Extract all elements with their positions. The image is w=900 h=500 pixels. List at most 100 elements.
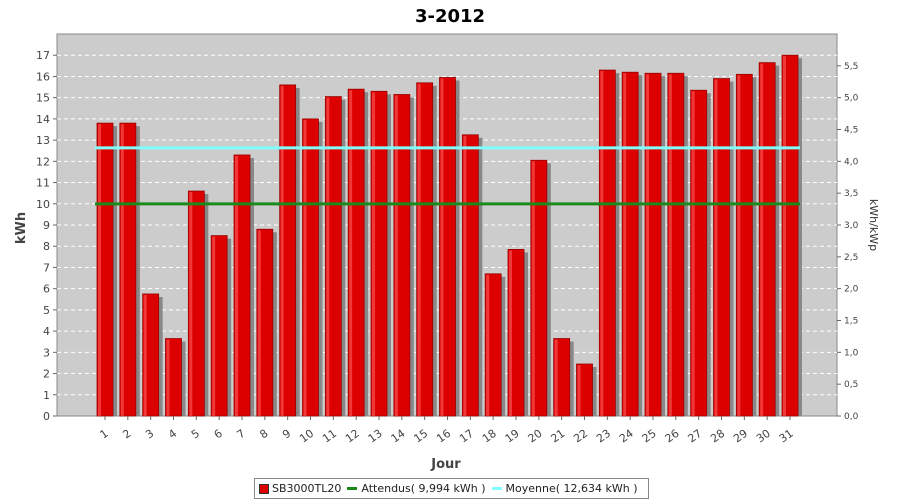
bar-highlight	[600, 71, 604, 417]
x-tick-label: 2	[120, 427, 133, 442]
x-tick-label: 21	[548, 427, 567, 446]
x-tick-label: 10	[297, 427, 316, 446]
x-tick-label: 12	[343, 427, 362, 446]
y2-tick-label: 5,5	[844, 62, 858, 72]
bar-highlight	[280, 85, 284, 416]
bar-highlight	[646, 74, 649, 416]
x-tick-label: 5	[189, 427, 202, 442]
bar-highlight	[623, 73, 627, 416]
bar-highlight	[440, 78, 444, 416]
bar-highlight	[212, 236, 216, 416]
bar-highlight	[531, 161, 535, 416]
bar-highlight	[691, 91, 695, 416]
x-tick-label: 16	[434, 427, 453, 446]
legend-item-moyenne: Moyenne( 12,634 kWh )	[491, 482, 638, 495]
x-tick-label: 1	[98, 427, 111, 442]
x-tick-label: 6	[212, 427, 225, 442]
y-tick-label: 10	[36, 198, 50, 211]
y-tick-label: 15	[36, 92, 50, 105]
x-tick-label: 30	[754, 427, 773, 446]
legend-label-moyenne: Moyenne( 12,634 kWh )	[505, 482, 638, 495]
bar-highlight	[98, 124, 101, 416]
legend-item-attendus: Attendus( 9,994 kWh )	[347, 482, 486, 495]
reference-lines	[95, 146, 800, 206]
bar-highlight	[737, 75, 741, 417]
legend-label-attendus: Attendus( 9,994 kWh )	[361, 482, 486, 495]
y2-axis-label: kWh/kWp	[867, 199, 880, 251]
axes: 012345678910111213141516170,00,51,01,52,…	[36, 49, 859, 445]
x-tick-label: 8	[257, 427, 270, 442]
bar-highlight	[349, 90, 353, 416]
x-tick-label: 29	[731, 427, 750, 446]
bar-highlight	[668, 74, 672, 416]
bar-highlight	[577, 365, 581, 416]
bar-highlight	[143, 294, 147, 416]
bar-highlight	[326, 97, 330, 416]
x-tick-label: 14	[389, 427, 408, 446]
y2-tick-label: 3,0	[844, 221, 859, 231]
y2-tick-label: 1,5	[844, 317, 858, 327]
bar-highlight	[486, 274, 490, 416]
bar-highlight	[463, 135, 467, 417]
bar-highlight	[235, 155, 238, 416]
bar-highlight	[554, 339, 558, 416]
y-tick-label: 5	[43, 304, 50, 317]
y-tick-label: 1	[43, 389, 50, 402]
y-tick-label: 4	[43, 325, 50, 338]
bar-highlight	[760, 63, 764, 417]
bar-highlight	[166, 339, 170, 416]
x-tick-label: 22	[571, 427, 590, 446]
x-tick-label: 19	[503, 427, 522, 446]
y2-tick-label: 5,0	[844, 94, 859, 104]
x-tick-label: 28	[708, 427, 727, 446]
bar-highlight	[417, 83, 421, 417]
legend-item-series: SB3000TL20	[259, 482, 341, 495]
bar-highlight	[714, 79, 718, 417]
x-tick-label: 31	[777, 427, 796, 446]
x-tick-label: 27	[685, 427, 704, 446]
y-tick-label: 7	[43, 261, 50, 274]
y-tick-label: 11	[36, 177, 50, 190]
x-tick-label: 9	[280, 427, 293, 442]
y-tick-label: 13	[36, 134, 50, 147]
x-tick-label: 18	[480, 427, 499, 446]
bars	[96, 54, 802, 417]
legend-swatch-attendus	[347, 487, 358, 490]
legend-label-series: SB3000TL20	[272, 482, 342, 495]
y-tick-label: 16	[36, 70, 50, 83]
bar-highlight	[394, 95, 398, 416]
x-tick-label: 15	[411, 427, 430, 446]
x-tick-label: 11	[320, 427, 339, 446]
y-tick-label: 3	[43, 346, 50, 359]
x-tick-label: 25	[640, 427, 659, 446]
x-tick-label: 17	[457, 427, 476, 446]
x-tick-label: 7	[235, 427, 248, 442]
x-tick-label: 13	[366, 427, 385, 446]
grid	[57, 54, 837, 396]
y-tick-label: 2	[43, 368, 50, 381]
y2-tick-label: 2,5	[844, 253, 858, 263]
y2-tick-label: 0,0	[844, 412, 859, 422]
y2-tick-label: 4,0	[844, 157, 859, 167]
y-tick-label: 17	[36, 49, 50, 62]
y-tick-label: 14	[36, 113, 50, 126]
chart-title: 3-2012	[415, 6, 485, 27]
y-tick-label: 6	[43, 283, 50, 296]
bar-highlight	[509, 250, 512, 416]
y-tick-label: 8	[43, 240, 50, 253]
bar-highlight	[372, 92, 375, 417]
y-tick-label: 0	[43, 410, 50, 423]
y-axis-label: kWh	[14, 212, 29, 244]
x-tick-label: 3	[143, 427, 156, 442]
y-tick-label: 9	[43, 219, 50, 232]
y2-tick-label: 4,5	[844, 126, 858, 136]
bar-highlight	[783, 56, 786, 416]
y-tick-label: 12	[36, 155, 50, 168]
y2-tick-label: 3,5	[844, 189, 858, 199]
y2-tick-label: 0,5	[844, 380, 858, 390]
x-tick-label: 26	[663, 427, 682, 446]
x-tick-label: 20	[526, 427, 545, 446]
x-axis-label: Jour	[430, 457, 461, 472]
legend-swatch-series	[259, 483, 269, 494]
